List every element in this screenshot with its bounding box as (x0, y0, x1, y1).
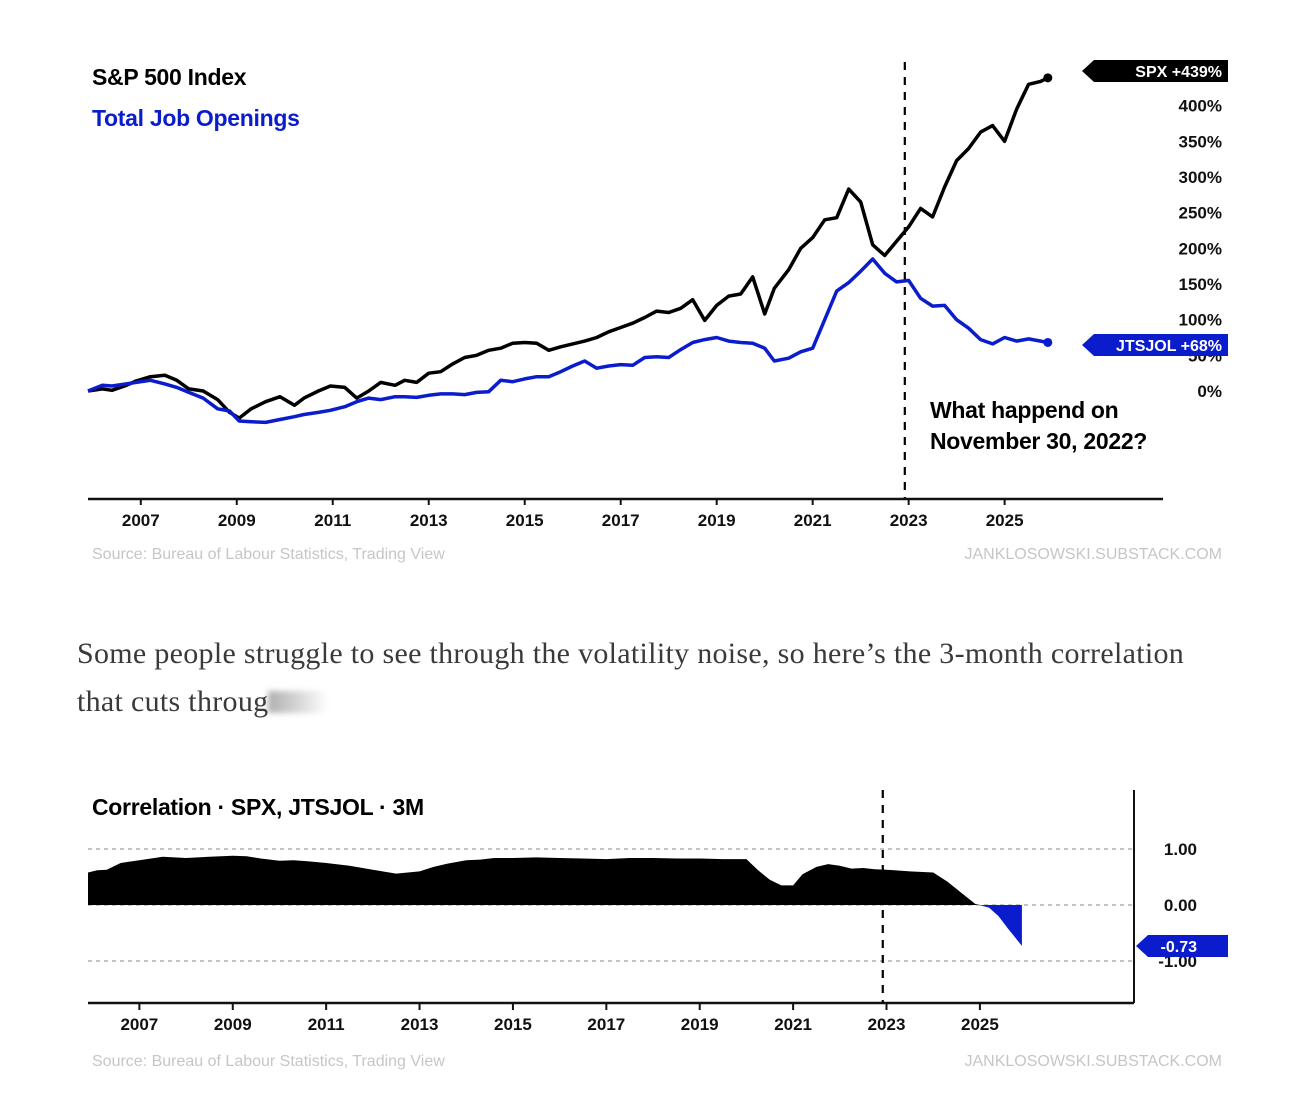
annotation-line: What happend on (930, 397, 1118, 423)
y-axis-ticks: 0%50%100%150%200%250%300%350%400% (1179, 97, 1222, 401)
x-tick-label: 2013 (401, 1015, 439, 1034)
spx-end-point (1043, 73, 1053, 83)
x-tick-label: 2019 (698, 511, 736, 530)
y-tick-label: 200% (1179, 239, 1222, 258)
y-tick-label: 150% (1179, 275, 1222, 294)
x-tick-label: 2009 (214, 1015, 252, 1034)
credit-watermark: JANKLOSOWSKI.SUBSTACK.COM (964, 546, 1222, 563)
jtsjol-value-label: JTSJOL +68% (1116, 338, 1222, 355)
x-tick-label: 2023 (890, 511, 928, 530)
annotation-question: What happend on November 30, 2022? (930, 397, 1147, 454)
x-tick-label: 2007 (122, 511, 160, 530)
x-tick-label: 2025 (986, 511, 1024, 530)
y-tick-label: 1.00 (1164, 840, 1197, 859)
y-tick-label: 400% (1179, 97, 1222, 116)
y-tick-label: 0.00 (1164, 896, 1197, 915)
x-tick-label: 2011 (314, 511, 351, 530)
jtsjol-series-line (87, 257, 1049, 425)
y-tick-label: 100% (1179, 311, 1222, 330)
jtsjol-end-point (1043, 337, 1053, 347)
x-tick-label: 2017 (602, 511, 640, 530)
x-tick-label: 2025 (961, 1015, 999, 1034)
legend-spx-label: S&P 500 Index (92, 64, 247, 90)
x-tick-label: 2009 (218, 511, 256, 530)
jtsjol-value-tag: JTSJOL +68% (1082, 334, 1228, 356)
y-tick-label: 300% (1179, 168, 1222, 187)
correlation-value-tag: -0.73 (1136, 935, 1228, 957)
x-axis-ticks: 2007 2009 2011 2013 2015 2017 2019 2021 2023 2025 (120, 1003, 999, 1034)
x-tick-label: 2023 (868, 1015, 906, 1034)
x-tick-label: 2015 (506, 511, 544, 530)
spx-series-line (87, 76, 1049, 420)
x-tick-label: 2015 (494, 1015, 532, 1034)
spx-jtsjol-line-chart: S&P 500 Index Total Job Openings 0%50%10… (87, 60, 1228, 563)
credit-watermark: JANKLOSOWSKI.SUBSTACK.COM (964, 1053, 1222, 1070)
x-tick-label: 2013 (410, 511, 448, 530)
x-tick-label: 2007 (120, 1015, 158, 1034)
y-tick-label: 250% (1179, 204, 1222, 223)
x-tick-label: 2011 (308, 1015, 345, 1034)
blur-fade (268, 691, 329, 713)
negative-correlation-area (975, 905, 1022, 946)
x-tick-label: 2019 (681, 1015, 719, 1034)
correlation-value-label: -0.73 (1161, 939, 1198, 956)
y-tick-label: 350% (1179, 132, 1222, 151)
positive-correlation-area (88, 855, 1022, 905)
spx-value-tag: SPX +439% (1082, 60, 1228, 82)
source-note: Source: Bureau of Labour Statistics, Tra… (92, 1053, 445, 1070)
paragraph-text: Some people struggle to see through the … (77, 637, 1185, 718)
x-tick-label: 2017 (587, 1015, 625, 1034)
source-note: Source: Bureau of Labour Statistics, Tra… (92, 546, 445, 563)
correlation-area-chart: Correlation · SPX, JTSJOL · 3M 1.00 0.00 -… (88, 790, 1228, 1070)
annotation-line: November 30, 2022? (930, 428, 1147, 454)
x-tick-label: 2021 (794, 511, 832, 530)
legend-jtsjol-label: Total Job Openings (92, 105, 300, 131)
body-paragraph: Some people struggle to see through the … (77, 630, 1237, 726)
x-tick-label: 2021 (774, 1015, 812, 1034)
spx-value-label: SPX +439% (1135, 64, 1222, 81)
x-axis-ticks: 2007 2009 2011 2013 2015 2017 2019 2021 2023 2025 (122, 498, 1024, 530)
correlation-title: Correlation · SPX, JTSJOL · 3M (92, 794, 424, 820)
y-tick-label: 0% (1197, 382, 1222, 401)
